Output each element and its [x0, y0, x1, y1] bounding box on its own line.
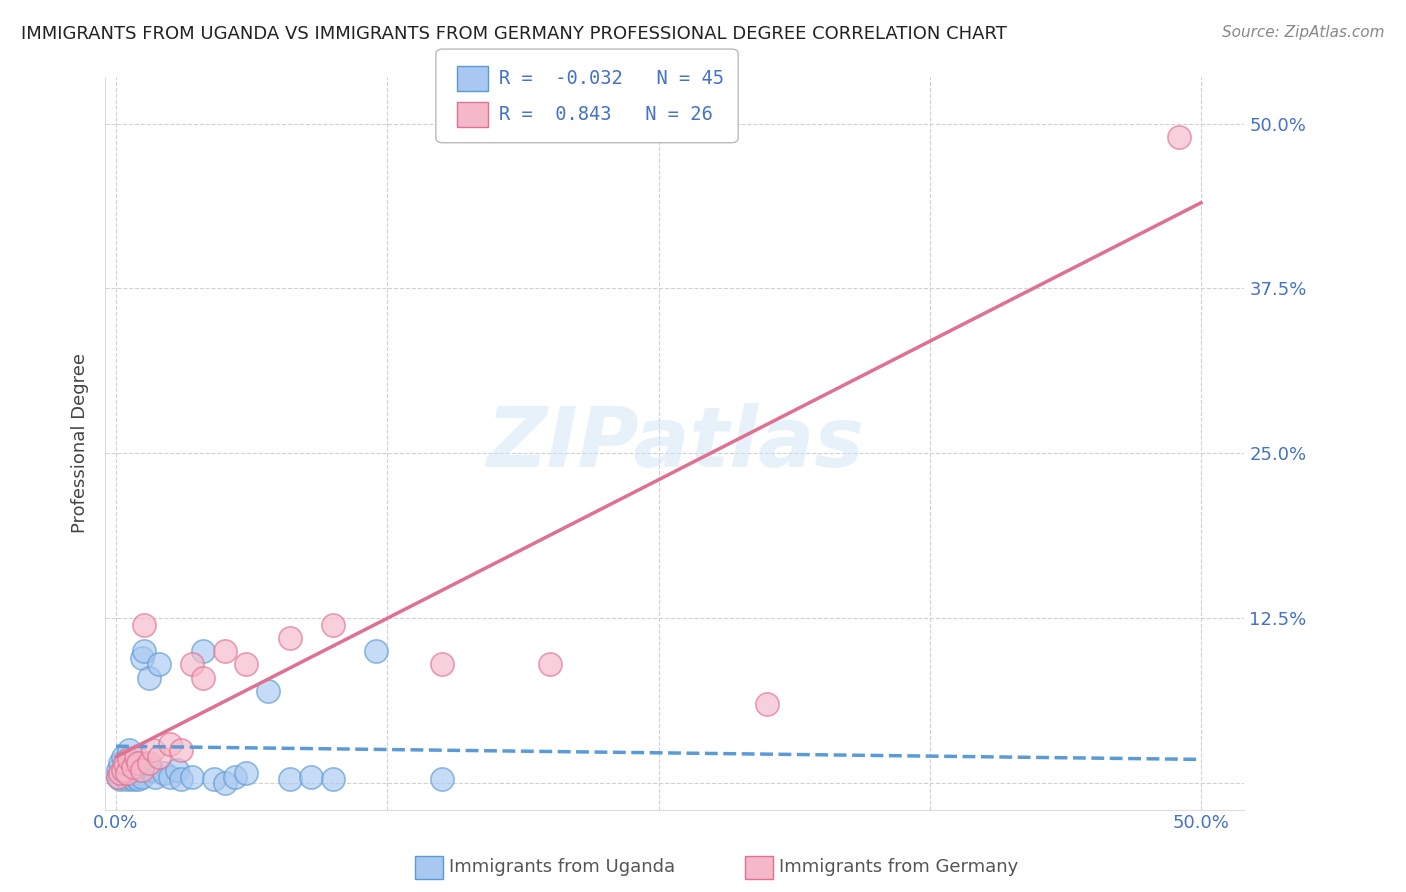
Point [118, 763, 141, 777]
Point [118, 752, 141, 766]
Point [115, 772, 138, 787]
Point [124, 760, 146, 774]
Point [114, 756, 136, 771]
Y-axis label: Professional Degree: Professional Degree [72, 353, 89, 533]
Point [148, 657, 170, 672]
Point [110, 756, 132, 771]
Point [111, 763, 134, 777]
Point [148, 749, 170, 764]
Point [181, 770, 204, 784]
Point [129, 756, 152, 771]
Point [224, 770, 246, 784]
Point [430, 657, 453, 672]
Point [366, 644, 388, 658]
Point [153, 765, 176, 780]
Point [127, 772, 149, 787]
Point [127, 763, 149, 777]
Text: Source: ZipAtlas.com: Source: ZipAtlas.com [1222, 25, 1385, 40]
Point [322, 772, 344, 787]
Text: IMMIGRANTS FROM UGANDA VS IMMIGRANTS FROM GERMANY PROFESSIONAL DEGREE CORRELATIO: IMMIGRANTS FROM UGANDA VS IMMIGRANTS FRO… [21, 25, 1007, 43]
Point [430, 772, 453, 787]
Point [107, 763, 129, 777]
Point [138, 671, 160, 685]
Point [107, 770, 129, 784]
Point [115, 767, 138, 781]
Point [143, 770, 166, 784]
Point [115, 765, 138, 780]
Point [170, 743, 193, 757]
Point [122, 760, 145, 774]
Point [322, 618, 344, 632]
Point [114, 770, 136, 784]
Point [191, 671, 214, 685]
Point [122, 765, 145, 780]
Point [138, 756, 160, 771]
Point [124, 749, 146, 764]
Point [131, 763, 153, 777]
Text: Immigrants from Germany: Immigrants from Germany [779, 858, 1018, 876]
Point [181, 657, 204, 672]
Point [131, 770, 153, 784]
Point [134, 644, 156, 658]
Point [111, 765, 134, 780]
Point [110, 772, 132, 787]
Text: Immigrants from Uganda: Immigrants from Uganda [449, 858, 675, 876]
Point [142, 743, 165, 757]
Point [159, 737, 181, 751]
Point [257, 683, 280, 698]
Point [159, 770, 181, 784]
Point [214, 776, 236, 790]
Point [1168, 129, 1191, 144]
Point [166, 763, 188, 777]
Point [131, 650, 153, 665]
Point [124, 770, 146, 784]
Point [122, 772, 145, 787]
Point [299, 770, 322, 784]
Point [756, 697, 779, 711]
Point [170, 772, 193, 787]
Point [278, 772, 301, 787]
Point [110, 765, 132, 780]
Point [214, 644, 236, 658]
Point [120, 756, 142, 771]
Point [202, 772, 225, 787]
Point [114, 760, 136, 774]
Point [538, 657, 561, 672]
Point [115, 752, 138, 766]
Point [107, 770, 129, 784]
Point [235, 765, 257, 780]
Point [139, 763, 162, 777]
Point [278, 631, 301, 645]
Point [120, 770, 142, 784]
Text: R =  -0.032   N = 45: R = -0.032 N = 45 [499, 69, 724, 88]
Text: ZIPatlas: ZIPatlas [486, 403, 863, 484]
Point [134, 618, 156, 632]
Point [111, 749, 134, 764]
Text: R =  0.843   N = 26: R = 0.843 N = 26 [499, 104, 713, 124]
Point [191, 644, 214, 658]
Point [235, 657, 257, 672]
Point [127, 756, 149, 771]
Point [118, 743, 141, 757]
